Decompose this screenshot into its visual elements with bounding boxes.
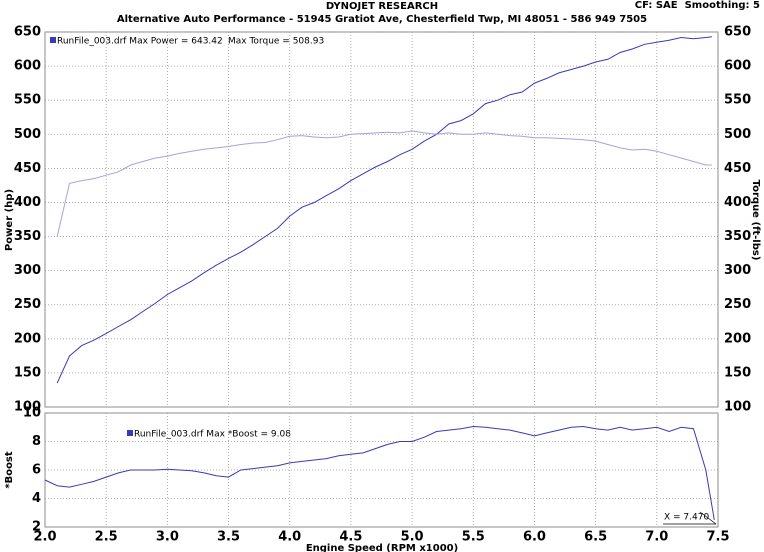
y-tick-label: 600 — [14, 59, 41, 74]
y-tick-label: 400 — [14, 195, 41, 210]
legend-icon — [127, 430, 133, 436]
y-tick-label: 250 — [14, 297, 41, 312]
y2-tick-label: 100 — [724, 400, 751, 415]
y2-tick-label: 150 — [724, 365, 751, 380]
y2-tick-label: 650 — [724, 25, 751, 40]
x-tick-label: 2.5 — [95, 530, 118, 545]
y2-tick-label: 200 — [724, 331, 751, 346]
y2-label: Torque (ft-lbs) — [750, 180, 761, 261]
x-tick-label: 6.0 — [523, 530, 546, 545]
y2-tick-label: 600 — [724, 59, 751, 74]
y-tick-label: 500 — [14, 127, 41, 142]
x-tick-label: 3.0 — [156, 530, 179, 545]
y2-tick-label: 500 — [724, 127, 751, 142]
legend-entry: RunFile_003.drf Max *Boost = 9.08 — [134, 430, 291, 440]
series-line — [56, 36, 712, 384]
y2-tick-label: 550 — [724, 93, 751, 108]
x-label: Engine Speed (RPM x1000) — [306, 543, 458, 552]
x-tick-label: 7.0 — [645, 530, 668, 545]
legend-entry: Max Torque = 508.93 — [228, 37, 324, 47]
x-tick-label: 5.0 — [401, 530, 424, 545]
y-tick-label: 550 — [14, 93, 41, 108]
legend-entry: RunFile_003.drf Max Power = 643.42 — [57, 37, 223, 47]
boost-label: *Boost — [4, 451, 15, 489]
y-tick-label: 350 — [14, 229, 41, 244]
x-tick-label: 6.5 — [584, 530, 607, 545]
y2-tick-label: 300 — [724, 263, 751, 278]
y-tick-label: 2 — [32, 520, 41, 535]
x-tick-label: 2.0 — [33, 530, 56, 545]
y2-tick-label: 450 — [724, 161, 751, 176]
y-tick-label: 300 — [14, 263, 41, 278]
note: CF: SAE Smoothing: 5 — [635, 0, 760, 11]
y-tick-label: 6 — [32, 463, 41, 478]
y-tick-label: 8 — [32, 434, 41, 449]
title: DYNOJET RESEARCH — [326, 1, 438, 12]
x-tick-label: 4.0 — [278, 530, 301, 545]
y-tick-label: 4 — [32, 491, 41, 506]
y-tick-label: 100 — [14, 400, 41, 415]
y-tick-label: 10 — [23, 406, 41, 421]
series-line — [56, 130, 712, 237]
y-tick-label: 150 — [14, 365, 41, 380]
y-tick-label: 450 — [14, 161, 41, 176]
x-tick-label: 3.5 — [217, 530, 240, 545]
legend-icon — [50, 37, 56, 43]
y2-tick-label: 250 — [724, 297, 751, 312]
subtitle: Alternative Auto Performance - 51945 Gra… — [117, 14, 647, 25]
series-line — [44, 425, 715, 520]
x-tick-label: 5.5 — [462, 530, 485, 545]
y-tick-label: 650 — [14, 25, 41, 40]
annotation-line — [699, 511, 717, 525]
y2-tick-label: 350 — [724, 229, 751, 244]
y-label: Power (hp) — [4, 189, 15, 251]
x-tick-label: 7.5 — [706, 530, 729, 545]
annotation: X = 7.470 — [664, 513, 709, 523]
x-tick-label: 4.5 — [339, 530, 362, 545]
y-tick-label: 200 — [14, 331, 41, 346]
y2-tick-label: 400 — [724, 195, 751, 210]
